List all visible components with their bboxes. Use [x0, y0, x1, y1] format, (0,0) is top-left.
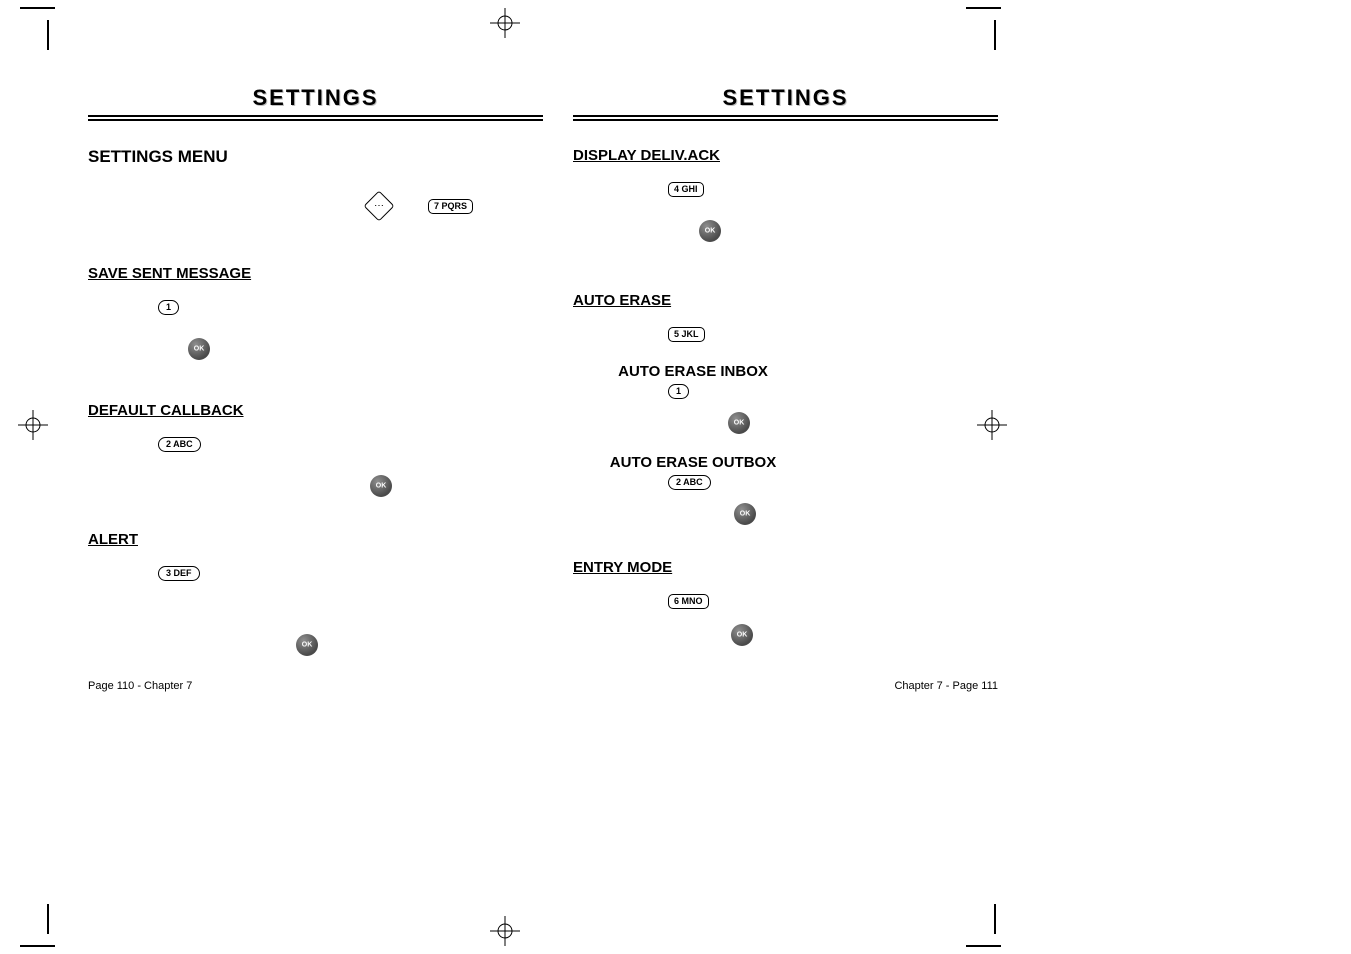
registration-mark-left — [18, 410, 48, 440]
title-rule-left — [88, 115, 543, 121]
heading-entry-mode: ENTRY MODE — [573, 559, 998, 576]
ok-button-icon — [699, 220, 721, 242]
page-right: SETTINGS DISPLAY DELIV.ACK 4 GHI AUTO ER… — [543, 85, 998, 672]
key-1: 1 — [158, 300, 179, 315]
ok-button-icon — [370, 475, 392, 497]
key-3: 3 DEF — [158, 566, 200, 581]
title-rule-right — [573, 115, 998, 121]
heading-settings-menu: SETTINGS MENU — [88, 147, 543, 167]
heading-display-deliv-ack: DISPLAY DELIV.ACK — [573, 147, 998, 164]
key-2: 2 ABC — [668, 475, 711, 490]
ok-button-icon — [728, 412, 750, 434]
registration-mark-bottom — [490, 916, 520, 946]
heading-auto-erase-inbox: AUTO ERASE INBOX — [573, 363, 813, 380]
heading-alert: ALERT — [88, 531, 543, 548]
key-6: 6 MNO — [668, 594, 709, 609]
footer-left: Page 110 - Chapter 7 — [88, 680, 192, 692]
page-title-left: SETTINGS — [88, 85, 543, 111]
heading-save-sent-message: SAVE SENT MESSAGE — [88, 265, 543, 282]
heading-default-callback: DEFAULT CALLBACK — [88, 402, 543, 419]
key-7: 7 PQRS — [428, 199, 473, 214]
ok-button-icon — [296, 634, 318, 656]
ok-button-icon — [734, 503, 756, 525]
registration-mark-top — [490, 8, 520, 38]
key-4: 4 GHI — [668, 182, 704, 197]
page-title-right: SETTINGS — [573, 85, 998, 111]
heading-auto-erase-outbox: AUTO ERASE OUTBOX — [573, 454, 813, 471]
page-left: SETTINGS SETTINGS MENU 7 PQRS SAVE SENT … — [88, 85, 543, 672]
key-2: 2 ABC — [158, 437, 201, 452]
ok-button-icon — [188, 338, 210, 360]
key-5: 5 JKL — [668, 327, 705, 342]
ok-button-icon — [731, 624, 753, 646]
nav-key-icon — [363, 190, 394, 221]
heading-auto-erase: AUTO ERASE — [573, 292, 998, 309]
footer-right: Chapter 7 - Page 111 — [894, 680, 998, 692]
key-1: 1 — [668, 384, 689, 399]
